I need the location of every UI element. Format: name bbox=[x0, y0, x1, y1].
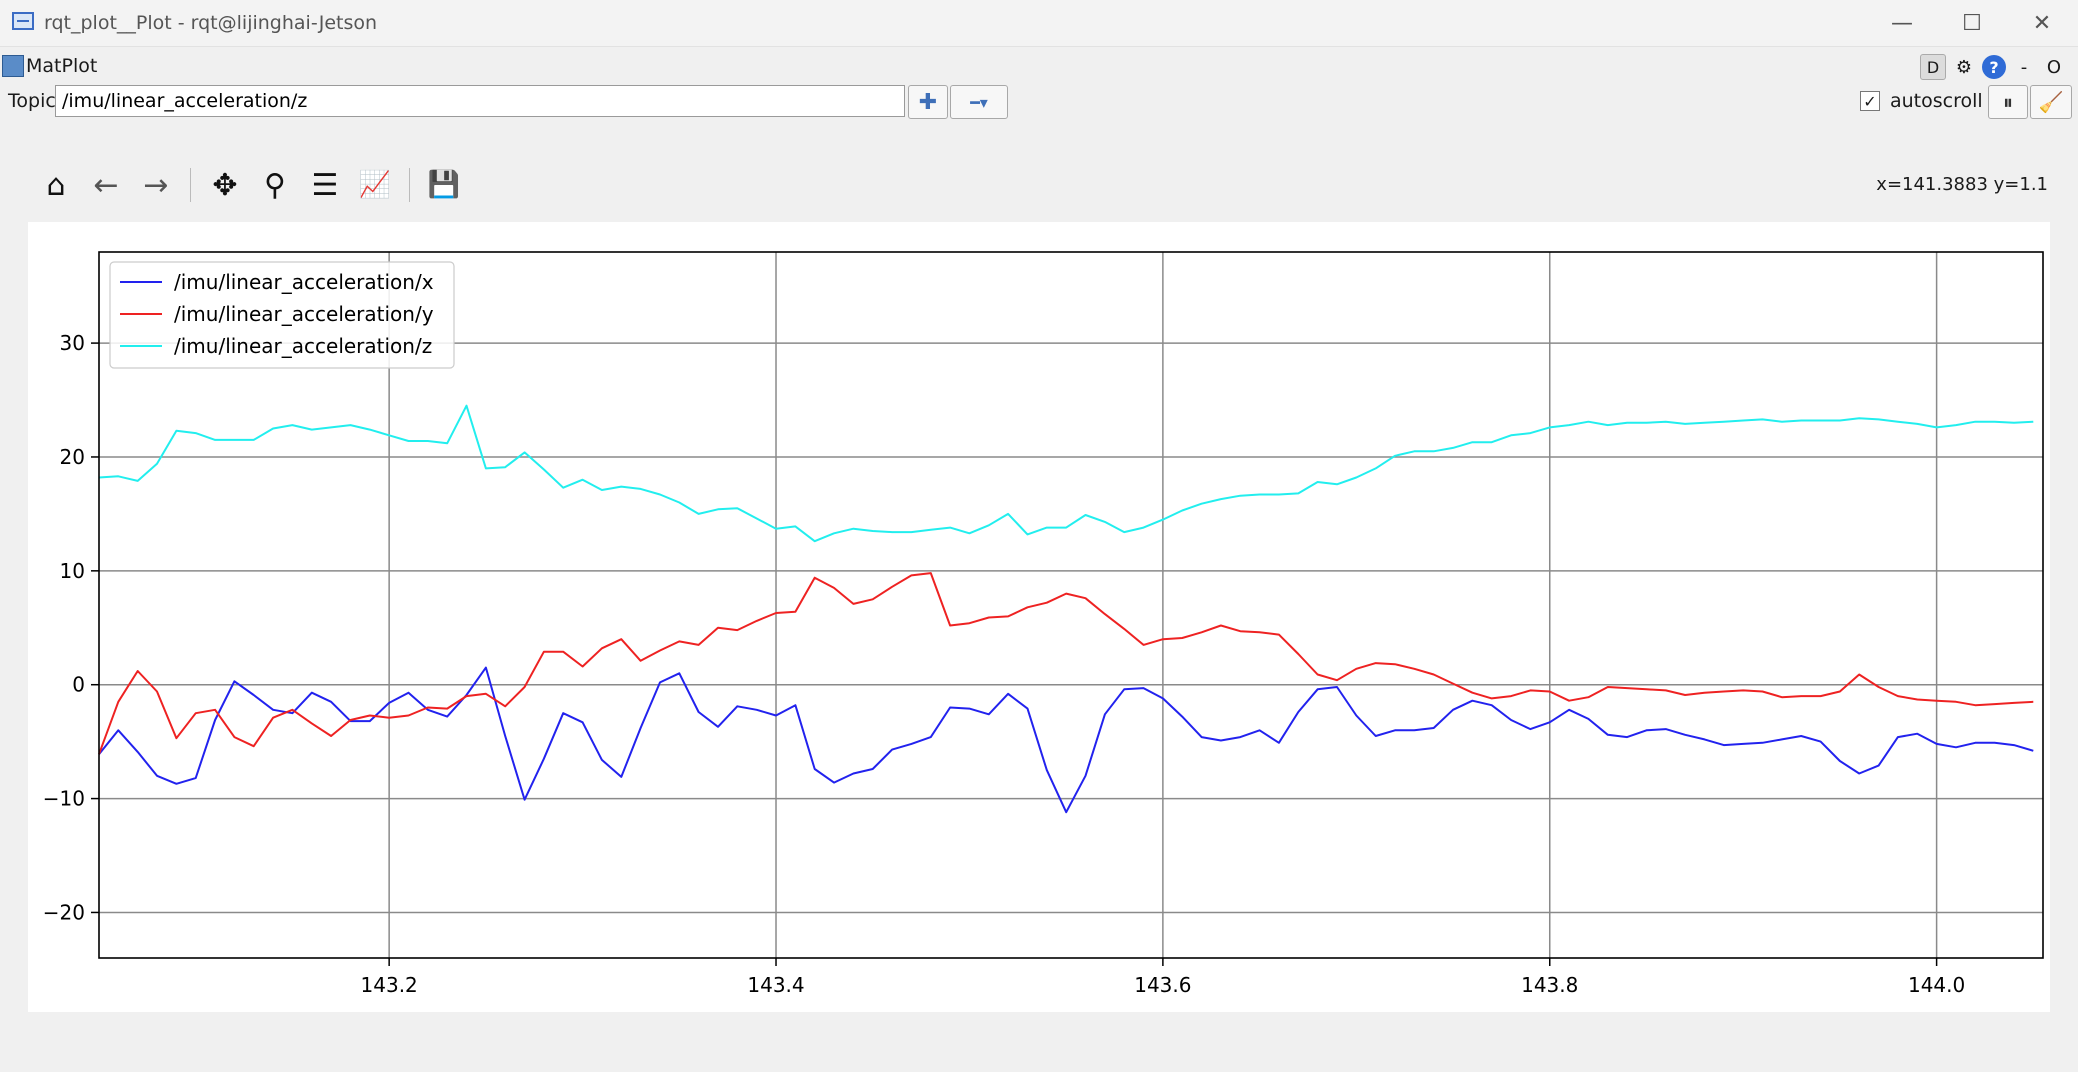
y-tick-label: −20 bbox=[43, 900, 85, 924]
forward-icon[interactable]: → bbox=[143, 167, 169, 203]
dock-button[interactable]: D bbox=[1920, 54, 1946, 80]
minimize-button[interactable]: — bbox=[1891, 10, 1913, 36]
y-tick-label: 20 bbox=[60, 445, 85, 469]
toolbar-separator bbox=[190, 168, 191, 202]
y-tick-label: −10 bbox=[43, 787, 85, 811]
pan-icon[interactable]: ✥ bbox=[212, 167, 238, 203]
line-chart[interactable]: 143.2 143.4 143.6 143.8 144.0 −20 −10 0 10 20 30/i… bbox=[28, 222, 2050, 1012]
x-tick-label: 144.0 bbox=[1908, 973, 1965, 997]
x-tick-label: 143.8 bbox=[1521, 973, 1578, 997]
clear-button[interactable]: 🧹 bbox=[2030, 85, 2072, 119]
close-plugin-button[interactable]: O bbox=[2046, 56, 2062, 78]
series-line bbox=[98, 666, 2034, 814]
plugin-tools: D ⚙ ? - O bbox=[1920, 54, 2066, 80]
gear-icon[interactable]: ⚙ bbox=[1955, 56, 1973, 78]
autoscroll-label: autoscroll bbox=[1890, 90, 1983, 112]
navigation-toolbar: ⌂ ← → ✥ ⚲ ☰ 📈 💾 bbox=[36, 160, 464, 210]
plot-canvas[interactable]: 143.2 143.4 143.6 143.8 144.0 −20 −10 0 10 20 30/i… bbox=[28, 222, 2050, 1012]
add-topic-button[interactable]: ✚ bbox=[908, 85, 948, 119]
legend-label: /imu/linear_acceleration/x bbox=[174, 270, 434, 294]
legend-label: /imu/linear_acceleration/z bbox=[174, 334, 432, 358]
save-icon[interactable]: 💾 bbox=[427, 170, 461, 200]
legend-label: /imu/linear_acceleration/y bbox=[174, 302, 434, 326]
back-icon[interactable]: ← bbox=[93, 167, 119, 203]
app-icon bbox=[12, 12, 34, 30]
autoscroll-checkbox[interactable]: ✓ bbox=[1860, 91, 1880, 111]
series-line bbox=[98, 404, 2034, 543]
maximize-button[interactable]: ☐ bbox=[1962, 10, 1982, 36]
x-tick-label: 143.4 bbox=[747, 973, 804, 997]
customize-icon[interactable]: 📈 bbox=[358, 170, 392, 200]
series-line bbox=[98, 572, 2034, 755]
y-tick-label: 10 bbox=[60, 559, 85, 583]
pause-button[interactable]: ⏸ bbox=[1988, 85, 2028, 119]
y-tick-label: 30 bbox=[60, 331, 85, 355]
home-icon[interactable]: ⌂ bbox=[46, 167, 66, 203]
minimize-plugin-button[interactable]: - bbox=[2020, 56, 2028, 78]
plot-frame bbox=[98, 251, 2044, 959]
autoscroll-control: ✓ autoscroll bbox=[1860, 90, 1983, 112]
y-tick-label: 0 bbox=[72, 673, 85, 697]
help-icon[interactable]: ? bbox=[1982, 55, 2006, 79]
zoom-icon[interactable]: ⚲ bbox=[264, 167, 286, 203]
minus-dropdown-icon: ━▾ bbox=[970, 92, 988, 112]
window-title: rqt_plot__Plot - rqt@lijinghai-Jetson bbox=[44, 12, 378, 34]
matplot-icon bbox=[2, 55, 24, 77]
window-titlebar: rqt_plot__Plot - rqt@lijinghai-Jetson — … bbox=[0, 0, 2078, 47]
plus-icon: ✚ bbox=[918, 89, 938, 115]
broom-icon: 🧹 bbox=[2038, 90, 2064, 114]
cursor-coordinates: x=141.3883 y=1.1 bbox=[1876, 174, 2048, 195]
subplots-icon[interactable]: ☰ bbox=[311, 167, 339, 203]
remove-topic-dropdown[interactable]: ━▾ bbox=[950, 85, 1008, 119]
topic-label: Topic bbox=[8, 90, 56, 112]
close-button[interactable]: ✕ bbox=[2032, 10, 2052, 36]
topic-input[interactable] bbox=[55, 85, 905, 117]
legend-box bbox=[109, 261, 455, 369]
pause-icon: ⏸ bbox=[2003, 90, 2013, 114]
toolbar-separator bbox=[409, 168, 410, 202]
x-tick-label: 143.2 bbox=[361, 973, 418, 997]
x-tick-label: 143.6 bbox=[1134, 973, 1191, 997]
plugin-title: MatPlot bbox=[26, 55, 98, 77]
